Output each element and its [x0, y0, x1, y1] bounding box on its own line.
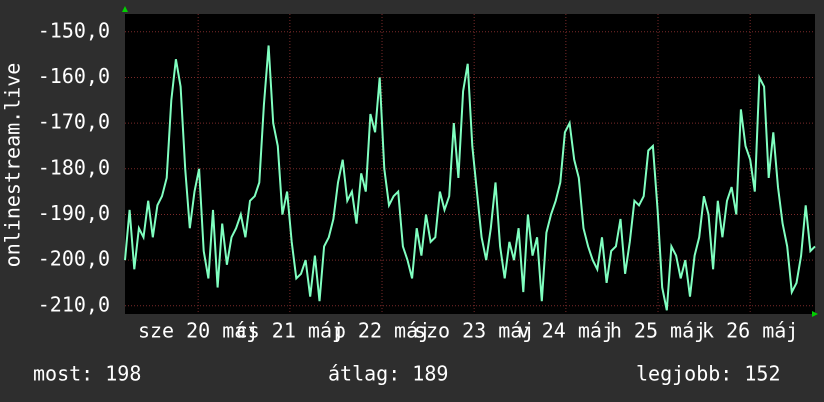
- y-axis-label: onlinestream.live: [1, 63, 25, 268]
- y-tick-label: -160,0: [38, 64, 110, 88]
- axis-arrow: [812, 311, 818, 317]
- footer-best: legjobb: 152: [636, 362, 781, 386]
- footer-average: átlag: 189: [328, 362, 448, 386]
- y-tick-label: -180,0: [38, 155, 110, 179]
- x-tick-label: p 22 máj: [334, 319, 430, 343]
- plot-area: [125, 14, 815, 314]
- axis-arrow: [122, 6, 128, 12]
- y-tick-label: -200,0: [38, 247, 110, 271]
- y-tick-label: -150,0: [38, 18, 110, 42]
- data-line: [124, 45, 816, 311]
- x-tick-label: h 25 máj: [610, 319, 706, 343]
- x-tick-label: k 26 máj: [702, 319, 798, 343]
- x-tick-label: szo 23 máj: [414, 319, 534, 343]
- x-tick-label: cs 21 máj: [236, 319, 344, 343]
- y-tick-label: -190,0: [38, 201, 110, 225]
- x-tick-label: sze 20 máj: [138, 319, 258, 343]
- marks: [124, 45, 816, 311]
- y-tick-label: -210,0: [38, 292, 110, 316]
- y-tick-label: -170,0: [38, 110, 110, 134]
- footer-current: most: 198: [33, 362, 141, 386]
- x-tick-label: v 24 máj: [518, 319, 614, 343]
- grid: [125, 14, 815, 314]
